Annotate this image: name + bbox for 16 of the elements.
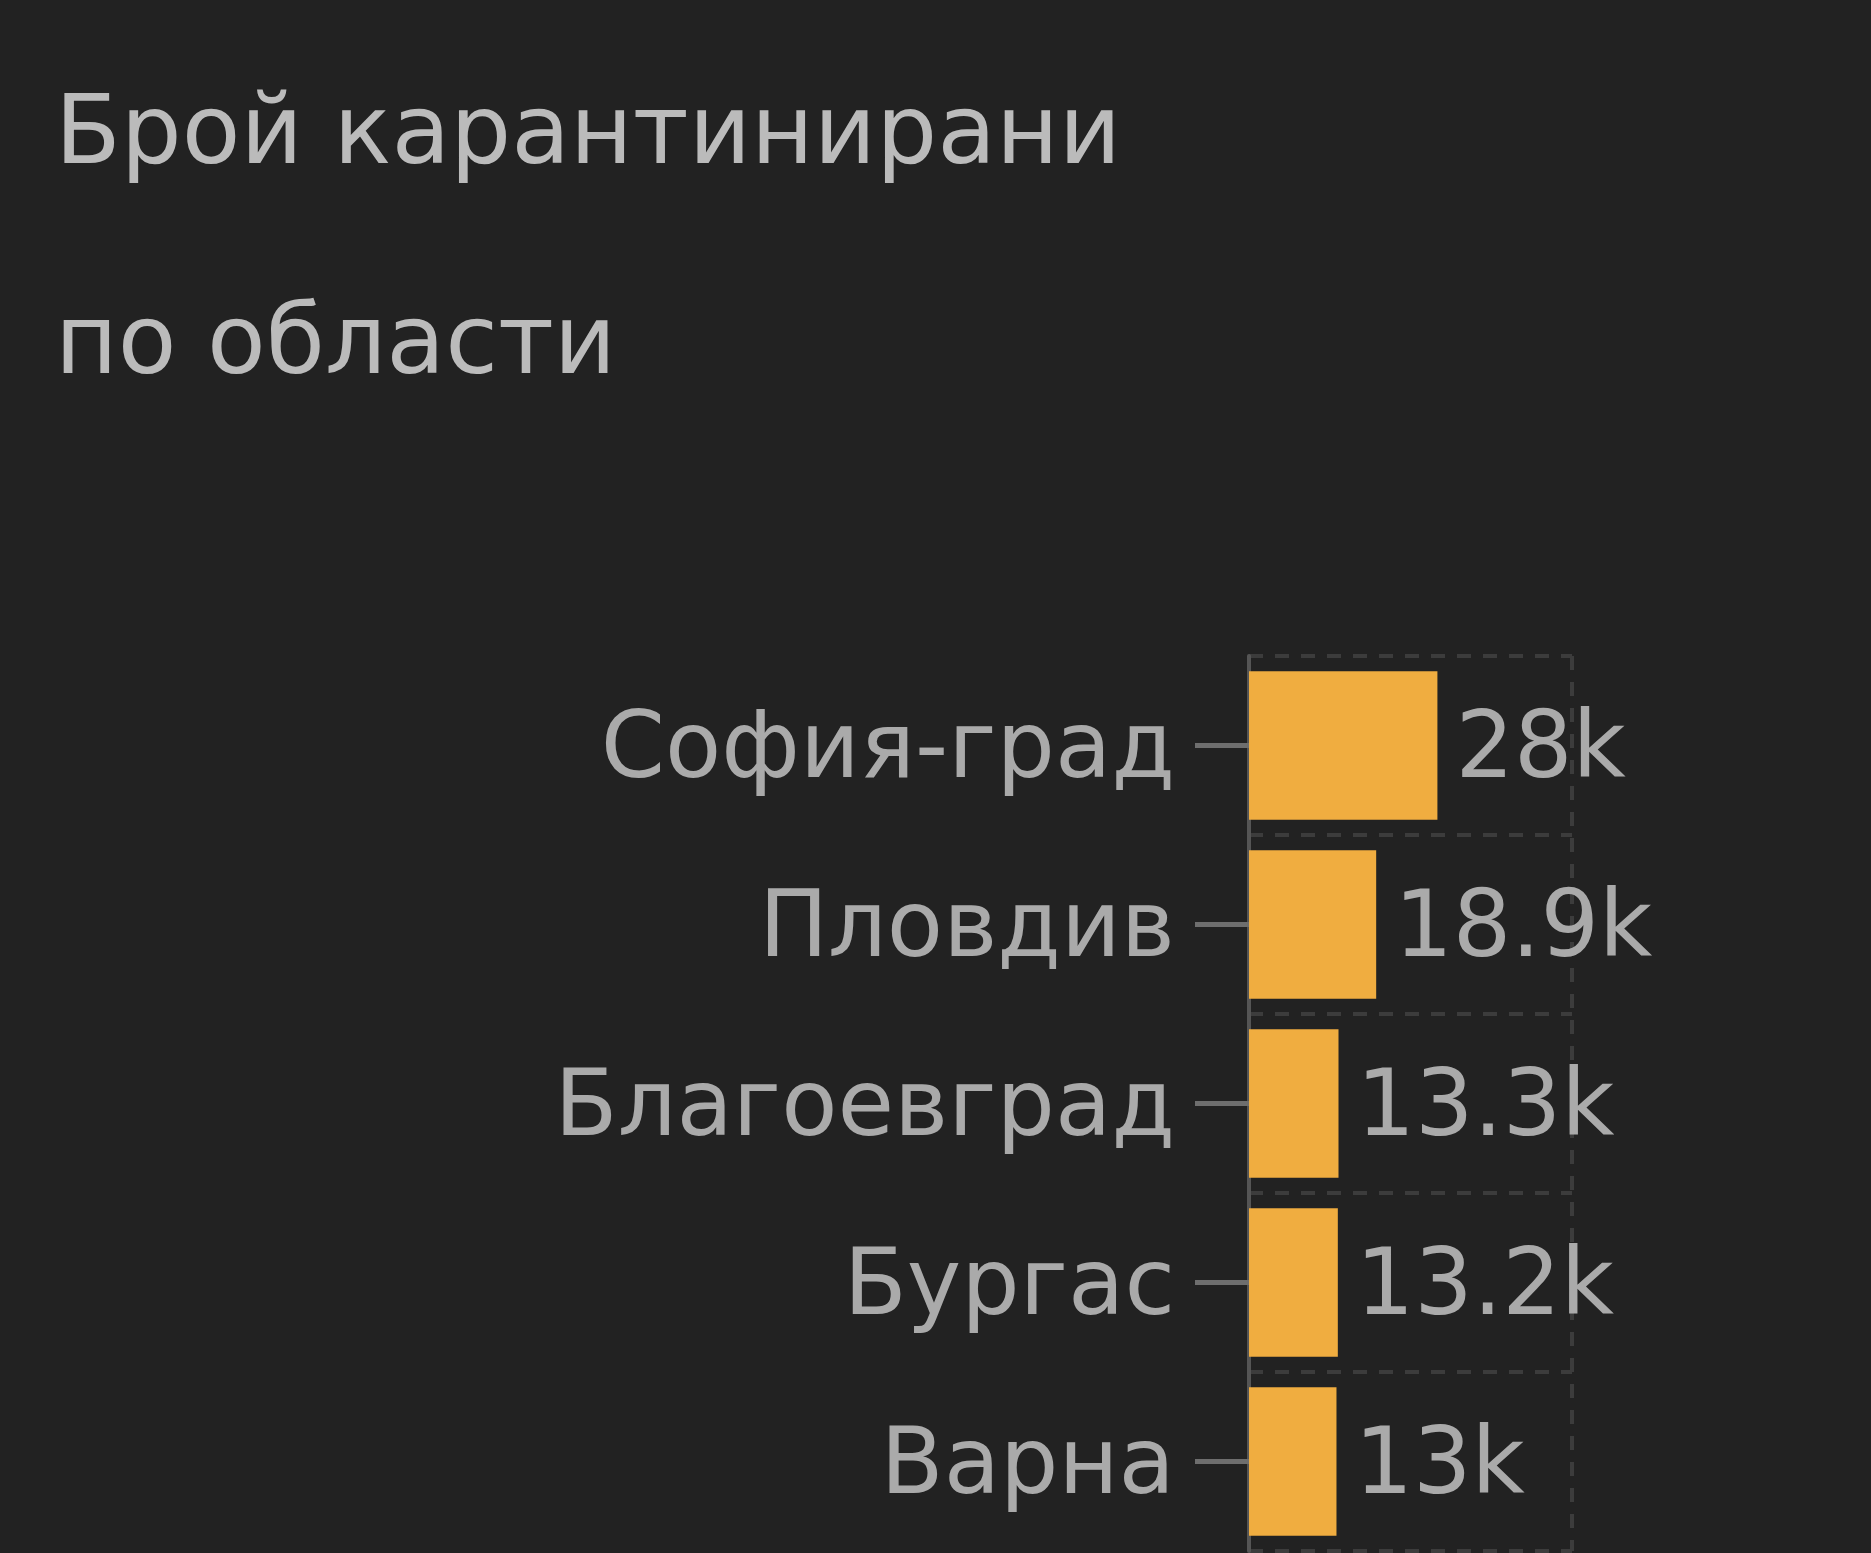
bar — [1249, 1029, 1339, 1178]
data-label: 28k — [1455, 692, 1627, 799]
y-tick-label: Пловдив — [758, 871, 1175, 978]
y-tick-label: София-град — [600, 692, 1175, 799]
bar — [1249, 1387, 1337, 1536]
data-label: 18.9k — [1394, 871, 1654, 978]
bar — [1249, 671, 1438, 820]
bar — [1249, 1208, 1338, 1357]
y-tick-label: Варна — [880, 1408, 1175, 1515]
data-label: 13k — [1354, 1408, 1526, 1515]
y-tick-label: Благоевград — [554, 1050, 1175, 1157]
chart-title: Брой карантинирани по области — [55, 74, 1152, 396]
data-label: 13.3k — [1356, 1050, 1616, 1157]
data-label: 13.2k — [1355, 1229, 1615, 1336]
bar — [1249, 850, 1377, 999]
y-tick-label: Бургас — [843, 1229, 1175, 1336]
